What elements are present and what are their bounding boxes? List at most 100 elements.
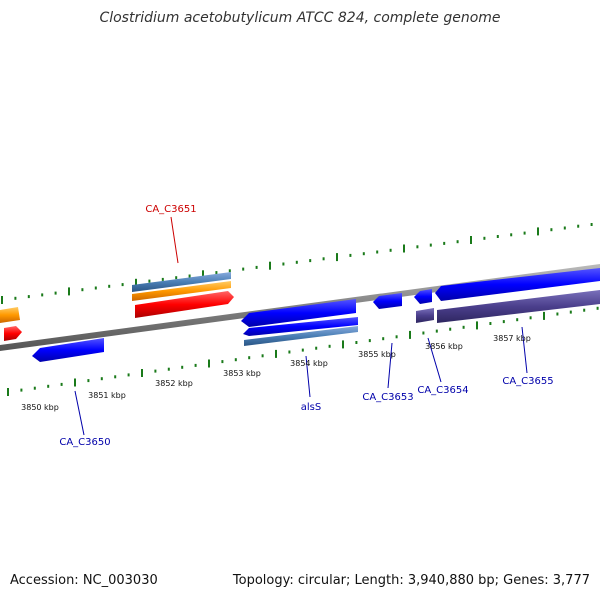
- minor-tick: [215, 271, 218, 275]
- minor-tick: [108, 284, 111, 288]
- genome-title: Clostridium acetobutylicum ATCC 824, com…: [99, 10, 501, 26]
- minor-tick: [550, 228, 553, 232]
- gene-label-CA_C3651[interactable]: CA_C3651: [145, 204, 196, 215]
- tick-label-3855: 3855 kbp: [358, 350, 396, 359]
- major-tick: [68, 287, 70, 296]
- cds-CA_C3653[interactable]: [373, 293, 402, 309]
- minor-tick: [175, 276, 178, 280]
- tick-label-3853: 3853 kbp: [223, 369, 261, 378]
- minor-tick: [288, 350, 291, 354]
- gene-label-CA_C3650[interactable]: CA_C3650: [59, 437, 110, 448]
- leader-CA_C3653: [387, 342, 393, 389]
- minor-tick: [54, 291, 57, 295]
- minor-tick: [309, 259, 312, 263]
- minor-tick: [569, 310, 572, 314]
- minor-tick: [382, 337, 385, 341]
- cds-CA_C3655[interactable]: [435, 268, 600, 301]
- upper-tick-track: [1, 223, 593, 304]
- minor-tick: [596, 306, 599, 310]
- major-tick: [74, 378, 76, 387]
- major-tick: [275, 349, 277, 358]
- minor-tick: [261, 354, 264, 358]
- minor-tick: [33, 386, 36, 390]
- gene-label-alsS[interactable]: alsS: [301, 402, 321, 413]
- minor-tick: [194, 363, 197, 367]
- cds-CA_C3650[interactable]: [32, 338, 104, 362]
- minor-tick: [502, 320, 505, 324]
- minor-tick: [449, 327, 452, 331]
- gene-label-CA_C3655[interactable]: CA_C3655: [502, 376, 553, 387]
- minor-tick: [435, 329, 438, 333]
- minor-tick: [114, 375, 117, 379]
- minor-tick: [376, 250, 379, 254]
- cds-upper-blue-3653[interactable]: [241, 299, 356, 327]
- feature-steel-lower[interactable]: [244, 326, 358, 346]
- minor-tick: [577, 224, 580, 228]
- gene-label-CA_C3653[interactable]: CA_C3653: [362, 392, 413, 403]
- tick-label-3850: 3850 kbp: [21, 403, 59, 412]
- minor-tick: [81, 288, 84, 292]
- feature-purple-3655[interactable]: [437, 290, 600, 323]
- minor-tick: [590, 223, 593, 226]
- feature-orange-left-edge[interactable]: [0, 307, 20, 323]
- minor-tick: [456, 240, 459, 244]
- minor-tick: [100, 377, 103, 381]
- tick-label-3852: 3852 kbp: [155, 379, 193, 388]
- gene-label-CA_C3654[interactable]: CA_C3654: [417, 385, 468, 396]
- minor-tick: [516, 318, 519, 322]
- minor-tick: [14, 296, 17, 300]
- minor-tick: [395, 335, 398, 339]
- cds-alsS[interactable]: [243, 317, 358, 336]
- minor-tick: [154, 369, 157, 373]
- minor-tick: [148, 279, 151, 283]
- feature-orange-upper[interactable]: [132, 281, 231, 301]
- minor-tick: [228, 269, 231, 273]
- minor-tick: [462, 325, 465, 329]
- lower-tick-track: [7, 306, 599, 396]
- feature-steel-upper[interactable]: [132, 272, 231, 292]
- leader-CA_C3655: [521, 326, 528, 374]
- minor-tick: [389, 248, 392, 252]
- minor-tick: [523, 231, 526, 235]
- minor-tick: [349, 253, 352, 257]
- major-tick: [470, 236, 472, 244]
- major-tick: [269, 261, 271, 270]
- minor-tick: [529, 316, 532, 320]
- minor-tick: [255, 265, 258, 269]
- minor-tick: [483, 236, 486, 240]
- minor-tick: [443, 241, 446, 245]
- major-tick: [7, 388, 9, 396]
- minor-tick: [322, 257, 325, 261]
- minor-tick: [41, 293, 44, 297]
- minor-tick: [489, 322, 492, 325]
- minor-tick: [368, 339, 371, 343]
- minor-tick: [47, 384, 50, 388]
- leader-CA_C3650: [74, 390, 85, 436]
- minor-tick: [355, 341, 358, 344]
- cds-red-left-edge[interactable]: [4, 326, 22, 341]
- accession-label: Accession: NC_003030: [10, 573, 158, 588]
- minor-tick: [556, 312, 559, 316]
- leader-CA_C3654: [427, 337, 442, 383]
- minor-tick: [87, 379, 90, 383]
- minor-tick: [248, 356, 251, 360]
- minor-tick: [167, 367, 170, 371]
- minor-tick: [301, 348, 304, 352]
- major-tick: [476, 321, 478, 330]
- major-tick: [543, 311, 545, 320]
- cds-CA_C3654[interactable]: [414, 289, 432, 304]
- minor-tick: [60, 382, 63, 386]
- major-tick: [342, 340, 344, 349]
- major-tick: [537, 227, 539, 236]
- minor-tick: [510, 233, 513, 237]
- minor-tick: [583, 308, 586, 312]
- feature-purple-3654[interactable]: [416, 308, 434, 323]
- minor-tick: [328, 344, 331, 348]
- minor-tick: [94, 286, 97, 290]
- cds-CA_C3651[interactable]: [135, 291, 234, 318]
- major-tick: [208, 359, 210, 368]
- minor-tick: [27, 295, 30, 299]
- tick-label-3854: 3854 kbp: [290, 359, 328, 368]
